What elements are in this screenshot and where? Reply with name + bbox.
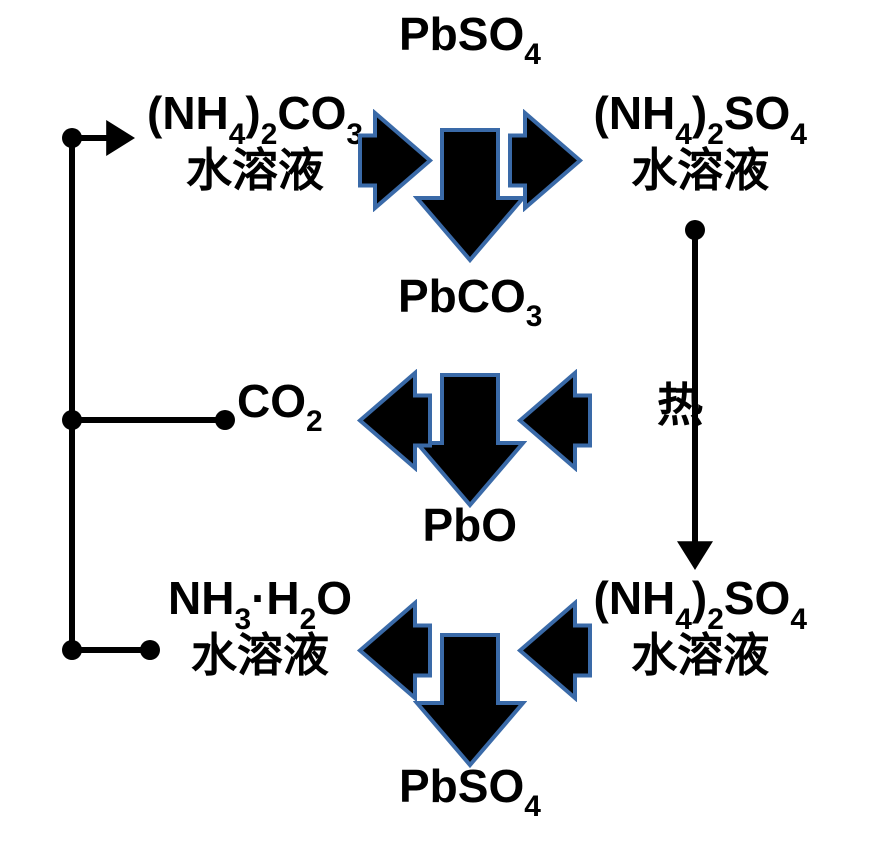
arrow-wrap-row3-in-left (516, 599, 594, 702)
label-top_center: PbSO4 (399, 10, 541, 67)
left-branch-top-arrowhead (106, 120, 135, 156)
label-right_top: (NH4)2SO4水溶液 (594, 89, 807, 194)
arrow-row3-out-left (356, 599, 434, 702)
left-branch-mid-dot (215, 410, 235, 430)
left-branch-bot-dot (140, 640, 160, 660)
arrow-wrap-row2-out-left (356, 369, 434, 472)
label-left_mid: CO2 (237, 377, 323, 434)
label-right_mid: 热 (657, 381, 703, 429)
label-bot_center: PbSO4 (399, 762, 541, 819)
arrow-wrap-row2-in-left (516, 369, 594, 472)
arrow-row3-in-left (516, 599, 594, 702)
arrow-row2-out-left (356, 369, 434, 472)
arrow-row1-out-right (506, 109, 584, 212)
arrow-wrap-row3-out-left (356, 599, 434, 702)
diagram-stage: PbSO4PbCO3PbOPbSO4(NH4)2CO3水溶液(NH4)2SO4水… (0, 0, 885, 851)
label-right_bot: (NH4)2SO4水溶液 (594, 574, 807, 679)
arrow-row2-in-left (516, 369, 594, 472)
right-line-arrowhead (677, 541, 713, 570)
arrow-wrap-row1-out-right (506, 109, 584, 212)
label-mid_center: PbCO3 (398, 272, 542, 329)
label-left_top: (NH4)2CO3水溶液 (147, 89, 363, 194)
arrow-row1-in-right (356, 109, 434, 212)
arrow-wrap-row1-in-right (356, 109, 434, 212)
label-left_bot: NH3·H2O水溶液 (168, 574, 352, 679)
